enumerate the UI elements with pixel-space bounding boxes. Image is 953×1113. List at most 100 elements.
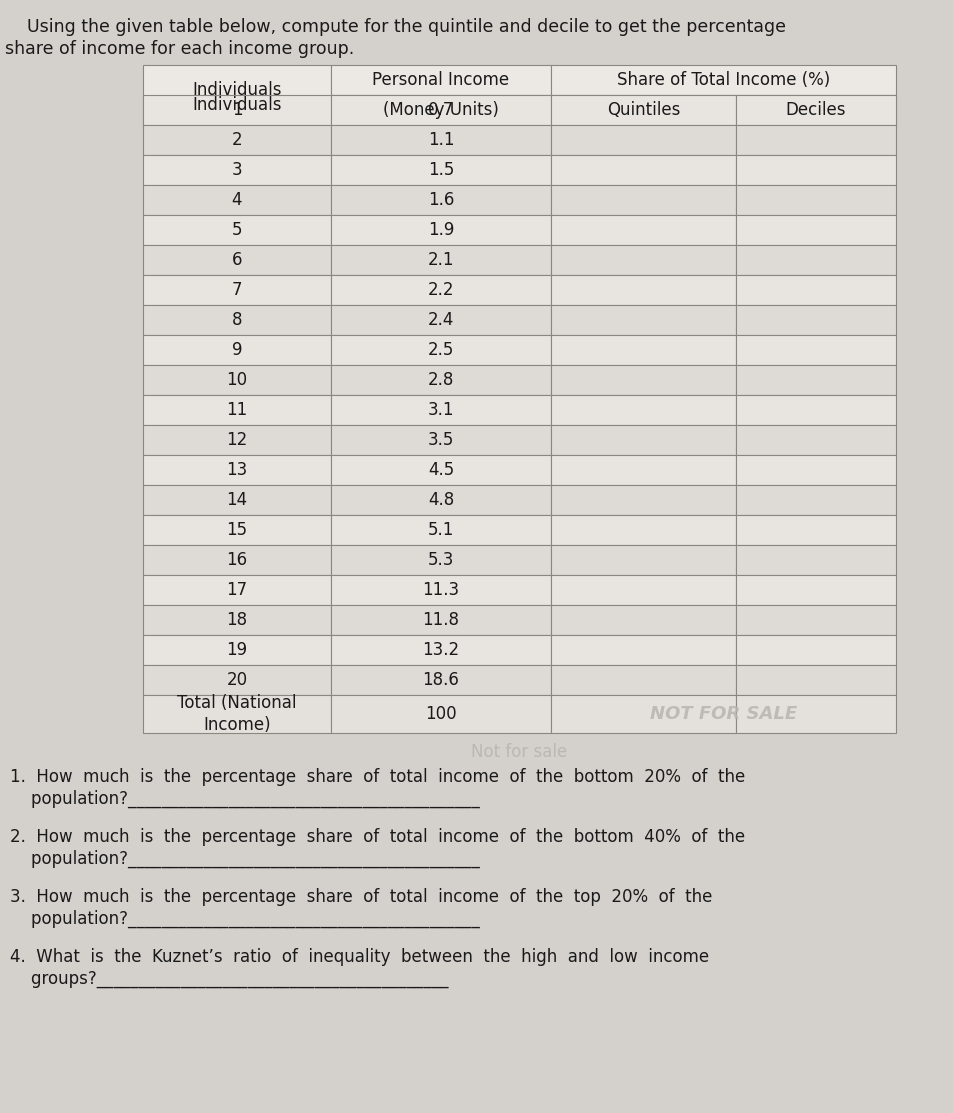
Text: 13.2: 13.2: [422, 641, 459, 659]
Bar: [143, 485, 331, 515]
Text: 1.9: 1.9: [427, 221, 454, 239]
Text: share of income for each income group.: share of income for each income group.: [5, 40, 354, 58]
Text: Quintiles: Quintiles: [606, 101, 679, 119]
Bar: [735, 515, 895, 545]
Text: Using the given table below, compute for the quintile and decile to get the perc: Using the given table below, compute for…: [5, 18, 785, 36]
Bar: [331, 664, 551, 695]
Text: 19: 19: [226, 641, 247, 659]
Bar: [551, 485, 735, 515]
Text: Individuals: Individuals: [193, 96, 281, 114]
Bar: [735, 155, 895, 185]
Text: 2.2: 2.2: [427, 280, 454, 299]
Bar: [735, 275, 895, 305]
Bar: [735, 365, 895, 395]
Bar: [331, 275, 551, 305]
Text: 11.3: 11.3: [422, 581, 459, 599]
Bar: [143, 575, 331, 605]
Bar: [735, 245, 895, 275]
Bar: [331, 575, 551, 605]
Text: 20: 20: [226, 671, 247, 689]
Bar: [331, 155, 551, 185]
Text: Total (National
Income): Total (National Income): [177, 693, 296, 735]
Bar: [551, 155, 735, 185]
Bar: [331, 545, 551, 575]
Text: 11: 11: [226, 401, 248, 418]
Text: 6: 6: [232, 252, 242, 269]
Bar: [143, 275, 331, 305]
Bar: [551, 636, 735, 664]
Bar: [551, 545, 735, 575]
Bar: [143, 636, 331, 664]
Text: population?__________________________________________: population?_____________________________…: [10, 850, 479, 868]
Text: 18: 18: [226, 611, 247, 629]
Bar: [735, 95, 895, 125]
Bar: [735, 305, 895, 335]
Text: 2.8: 2.8: [427, 371, 454, 390]
Bar: [551, 605, 735, 636]
Bar: [331, 695, 551, 733]
Text: Share of Total Income (%): Share of Total Income (%): [617, 71, 829, 89]
Text: Personal Income: Personal Income: [372, 71, 509, 89]
Text: 13: 13: [226, 461, 248, 479]
Bar: [331, 395, 551, 425]
Text: 3.5: 3.5: [427, 431, 454, 449]
Text: groups?__________________________________________: groups?_________________________________…: [10, 971, 448, 988]
Bar: [551, 455, 735, 485]
Text: 17: 17: [226, 581, 247, 599]
Bar: [551, 664, 735, 695]
Text: 3.1: 3.1: [427, 401, 454, 418]
Text: 15: 15: [226, 521, 247, 539]
Bar: [735, 215, 895, 245]
Text: 4.8: 4.8: [428, 491, 454, 509]
Bar: [551, 695, 735, 733]
Bar: [735, 125, 895, 155]
Text: 5.1: 5.1: [427, 521, 454, 539]
Text: 12: 12: [226, 431, 248, 449]
Text: 9: 9: [232, 341, 242, 359]
Bar: [143, 455, 331, 485]
Text: 1.  How  much  is  the  percentage  share  of  total  income  of  the  bottom  2: 1. How much is the percentage share of t…: [10, 768, 744, 786]
Bar: [143, 215, 331, 245]
Bar: [551, 425, 735, 455]
Bar: [735, 605, 895, 636]
Bar: [331, 515, 551, 545]
Bar: [551, 515, 735, 545]
Text: 10: 10: [226, 371, 247, 390]
Text: 2.5: 2.5: [427, 341, 454, 359]
Text: 1.1: 1.1: [427, 131, 454, 149]
Bar: [551, 95, 735, 125]
Text: Individuals: Individuals: [193, 81, 281, 99]
Bar: [331, 215, 551, 245]
Bar: [551, 245, 735, 275]
Bar: [551, 65, 895, 95]
Text: 1: 1: [232, 101, 242, 119]
Bar: [143, 155, 331, 185]
Text: 4.5: 4.5: [428, 461, 454, 479]
Text: Not for sale: Not for sale: [471, 743, 567, 761]
Bar: [735, 545, 895, 575]
Bar: [735, 455, 895, 485]
Bar: [735, 185, 895, 215]
Bar: [551, 575, 735, 605]
Bar: [735, 485, 895, 515]
Bar: [735, 425, 895, 455]
Bar: [143, 664, 331, 695]
Text: 1.5: 1.5: [427, 161, 454, 179]
Text: NOT FOR SALE: NOT FOR SALE: [649, 705, 796, 723]
Bar: [143, 545, 331, 575]
Text: 7: 7: [232, 280, 242, 299]
Bar: [143, 185, 331, 215]
Text: 2: 2: [232, 131, 242, 149]
Bar: [735, 95, 895, 125]
Text: 3: 3: [232, 161, 242, 179]
Bar: [143, 695, 331, 733]
Bar: [331, 335, 551, 365]
Bar: [735, 664, 895, 695]
Text: Deciles: Deciles: [785, 101, 845, 119]
Bar: [735, 335, 895, 365]
Bar: [143, 605, 331, 636]
Bar: [551, 125, 735, 155]
Text: 3.  How  much  is  the  percentage  share  of  total  income  of  the  top  20% : 3. How much is the percentage share of t…: [10, 888, 712, 906]
Text: 4.  What  is  the  Kuznet’s  ratio  of  inequality  between  the  high  and  low: 4. What is the Kuznet’s ratio of inequal…: [10, 948, 708, 966]
Bar: [551, 215, 735, 245]
